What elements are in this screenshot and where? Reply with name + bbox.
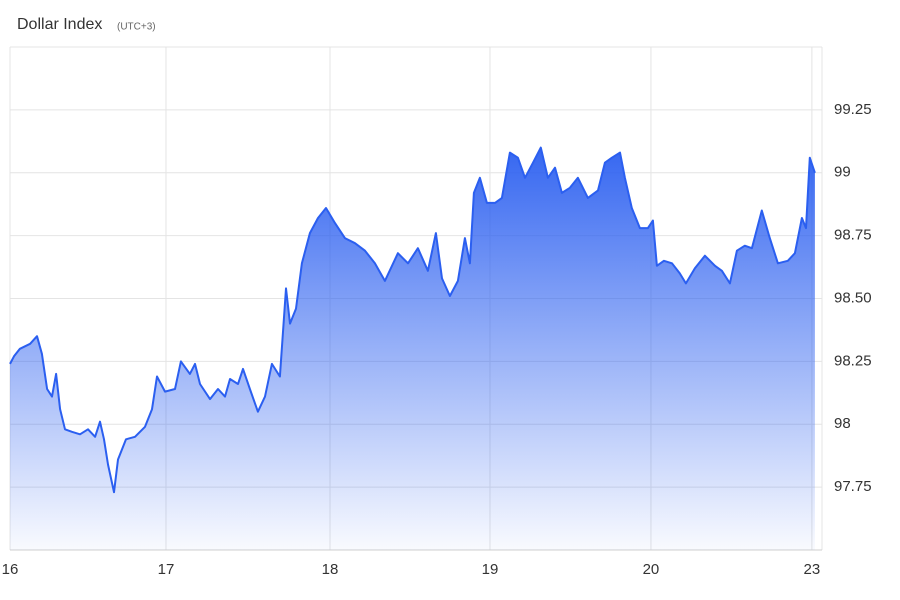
y-tick-label: 99.25 bbox=[834, 101, 872, 118]
chart-subtitle: (UTC+3) bbox=[117, 22, 156, 33]
line bbox=[9, 146, 816, 494]
x-tick-label: 23 bbox=[804, 561, 821, 578]
area bbox=[10, 147, 815, 550]
x-tick-label: 20 bbox=[643, 561, 660, 578]
x-tick-label: 17 bbox=[158, 561, 175, 578]
x-tick-label: 18 bbox=[322, 561, 339, 578]
y-tick-label: 97.75 bbox=[834, 478, 872, 495]
x-tick-label: 19 bbox=[482, 561, 499, 578]
chart-title: Dollar Index bbox=[17, 16, 102, 33]
y-tick-label: 98.50 bbox=[834, 289, 872, 306]
x-tick-label: 16 bbox=[2, 561, 19, 578]
y-tick-label: 99 bbox=[834, 164, 851, 181]
y-tick-label: 98.25 bbox=[834, 352, 872, 369]
y-tick-label: 98 bbox=[834, 415, 851, 432]
y-tick-label: 98.75 bbox=[834, 227, 872, 244]
